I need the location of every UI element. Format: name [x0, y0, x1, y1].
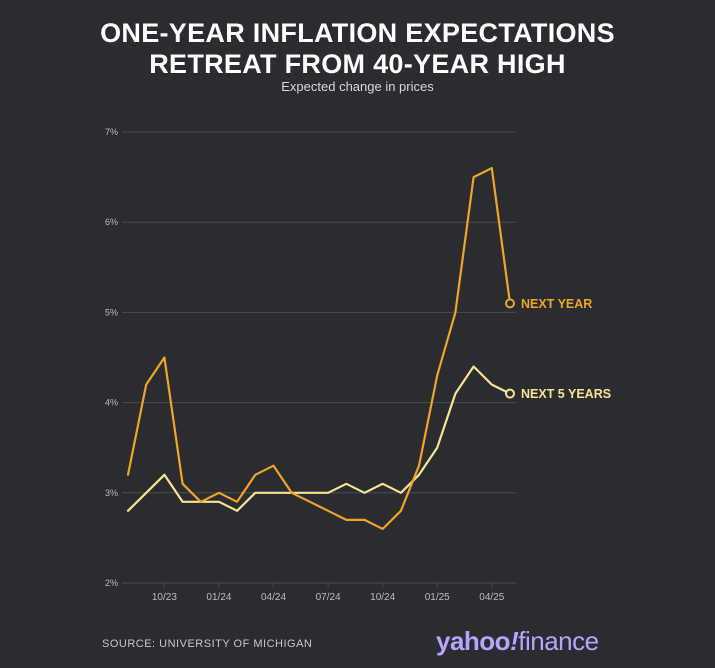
y-tick-label: 2% [105, 578, 118, 588]
title-line-1: ONE-YEAR INFLATION EXPECTATIONS [100, 18, 615, 48]
x-tick-label: 04/25 [479, 592, 504, 603]
y-tick-label: 4% [105, 398, 118, 408]
series-line-next-year [126, 167, 512, 531]
logo-suffix: finance [518, 626, 599, 656]
x-tick-label: 01/25 [425, 592, 450, 603]
title-line-2: RETREAT FROM 40-YEAR HIGH [149, 49, 566, 79]
x-tick-label: 01/24 [206, 592, 231, 603]
series-end-label: NEXT YEAR [521, 297, 592, 311]
series-end-marker [505, 388, 515, 399]
source-note: SOURCE: UNIVERSITY OF MICHIGAN [102, 638, 313, 650]
chart-title: ONE-YEAR INFLATION EXPECTATIONS RETREAT … [0, 18, 715, 80]
y-tick-label: 5% [105, 307, 118, 317]
x-tick-label: 07/24 [316, 592, 341, 603]
logo-word: yahoo [436, 626, 511, 656]
y-tick-label: 3% [105, 488, 118, 498]
chart-subtitle: Expected change in prices [281, 79, 434, 94]
yahoo-finance-logo: yahoo!finance [436, 626, 599, 657]
y-tick-label: 6% [105, 217, 118, 227]
x-tick-label: 10/23 [152, 592, 177, 603]
x-tick-label: 10/24 [370, 592, 395, 603]
x-tick-label: 04/24 [261, 592, 286, 603]
logo-slash: ! [510, 626, 519, 656]
series-end-label: NEXT 5 YEARS [521, 387, 611, 401]
series-end-marker [505, 298, 515, 309]
series-line-next-5-years [126, 365, 512, 512]
y-tick-label: 7% [105, 127, 118, 137]
